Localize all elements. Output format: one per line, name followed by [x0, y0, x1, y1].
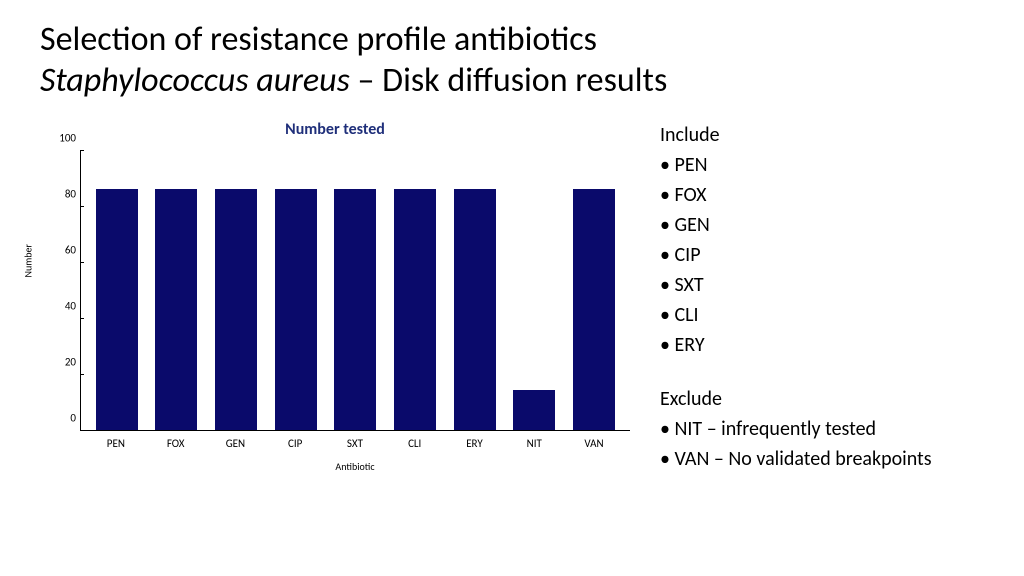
- bar: [96, 189, 138, 430]
- list-item: GEN: [660, 210, 932, 240]
- bar: [215, 189, 257, 430]
- x-axis: PEN FOX GEN CIP SXT CLI ERY NIT VAN: [80, 437, 630, 450]
- exclude-list: NIT – infrequently testedVAN – No valida…: [660, 414, 932, 474]
- bar: [454, 189, 496, 430]
- list-item: CIP: [660, 240, 932, 270]
- bar-chart: Number tested Number 020406080100 PENFOX…: [40, 120, 630, 474]
- side-panel: Include PENFOXGENCIPSXTCLIERY Exclude NI…: [660, 120, 932, 474]
- exclude-heading: Exclude: [660, 384, 932, 414]
- chart-title: Number tested: [40, 120, 630, 139]
- y-tick-label: 20: [65, 355, 76, 368]
- title-italic: Staphylococcus aureus: [40, 60, 350, 101]
- y-axis-label: Number: [22, 244, 35, 277]
- content-row: Number tested Number 020406080100 PENFOX…: [40, 120, 984, 474]
- bar: [573, 189, 615, 430]
- bar: [394, 189, 436, 430]
- list-item: NIT – infrequently tested: [660, 414, 932, 444]
- bars-container: [81, 151, 630, 430]
- list-item: ERY: [660, 330, 932, 360]
- x-tick-label: GEN: [214, 437, 256, 450]
- list-item: FOX: [660, 180, 932, 210]
- x-tick-label: SXT: [334, 437, 376, 450]
- list-item: VAN – No validated breakpoints: [660, 444, 932, 474]
- x-tick-label: ERY: [453, 437, 495, 450]
- include-list: PENFOXGENCIPSXTCLIERY: [660, 150, 932, 360]
- title-line-2: Staphylococcus aureus – Disk diffusion r…: [40, 61, 984, 102]
- title-rest: – Disk diffusion results: [350, 60, 667, 101]
- x-tick-label: NIT: [513, 437, 555, 450]
- x-axis-label: Antibiotic: [80, 460, 630, 473]
- slide-title: Selection of resistance profile antibiot…: [40, 20, 984, 102]
- x-tick-label: FOX: [155, 437, 197, 450]
- y-tick-label: 80: [65, 187, 76, 200]
- list-item: PEN: [660, 150, 932, 180]
- list-item: CLI: [660, 300, 932, 330]
- bar: [513, 390, 555, 429]
- chart-body: Number 020406080100: [40, 151, 630, 431]
- x-tick-label: CIP: [274, 437, 316, 450]
- y-tick-label: 40: [65, 299, 76, 312]
- include-heading: Include: [660, 120, 932, 150]
- bar: [155, 189, 197, 430]
- x-tick-label: CLI: [394, 437, 436, 450]
- y-tick-label: 0: [70, 411, 76, 424]
- y-tick-label: 60: [65, 243, 76, 256]
- title-line-1: Selection of resistance profile antibiot…: [40, 20, 984, 61]
- x-tick-label: PEN: [95, 437, 137, 450]
- bar: [275, 189, 317, 430]
- y-axis: 020406080100: [40, 151, 80, 431]
- plot-area: [80, 151, 630, 431]
- bar: [334, 189, 376, 430]
- y-tick-label: 100: [59, 131, 76, 144]
- x-tick-label: VAN: [573, 437, 615, 450]
- list-item: SXT: [660, 270, 932, 300]
